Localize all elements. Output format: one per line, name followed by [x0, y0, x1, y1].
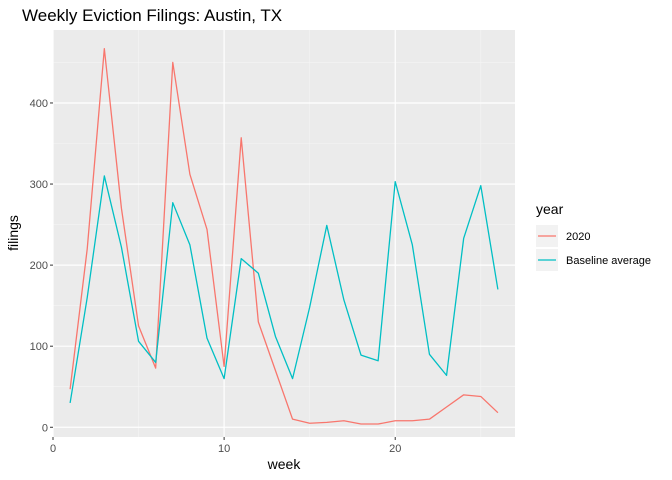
legend-items: 2020 Baseline average: [536, 225, 651, 271]
legend-title: year: [536, 201, 564, 217]
y-tick-label: 300: [30, 179, 48, 191]
grid-minor: [53, 30, 515, 437]
legend: year 2020 Baseline average: [536, 201, 651, 271]
legend-label: 2020: [566, 231, 590, 243]
chart-title: Weekly Eviction Filings: Austin, TX: [22, 6, 282, 25]
series-line-year-2020: [69, 48, 499, 425]
x-tick-label: 20: [389, 443, 401, 455]
x-tick-label: 0: [50, 443, 56, 455]
series-line-baseline-average: [69, 175, 499, 404]
x-axis: 0 10 20: [50, 437, 401, 455]
series-lines: [69, 48, 499, 425]
legend-label: Baseline average: [566, 255, 651, 267]
x-axis-title: week: [267, 456, 302, 472]
y-tick-label: 400: [30, 98, 48, 110]
y-tick-label: 100: [30, 341, 48, 353]
y-tick-label: 0: [42, 422, 48, 434]
x-tick-label: 10: [218, 443, 230, 455]
y-axis: 0 100 200 300 400: [30, 98, 53, 434]
y-tick-label: 200: [30, 260, 48, 272]
y-axis-title: filings: [5, 215, 21, 251]
plot-panel: [53, 30, 515, 437]
